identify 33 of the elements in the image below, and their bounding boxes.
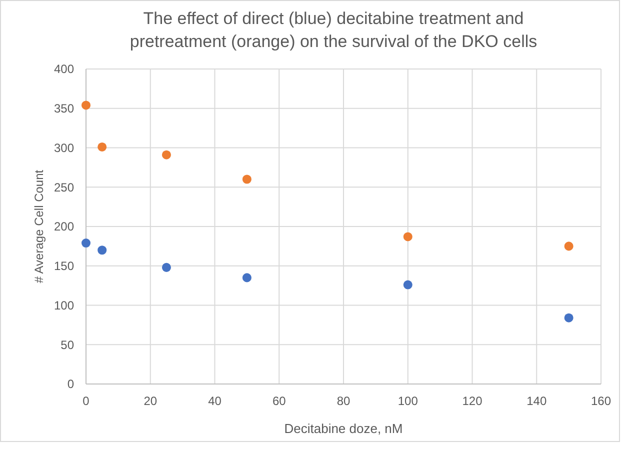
point [81, 100, 91, 110]
y-tick-label: 50 [60, 338, 74, 352]
x-tick-label: 160 [590, 394, 612, 408]
point [564, 242, 574, 251]
point [242, 174, 252, 184]
y-tick-label: 350 [54, 102, 74, 116]
point [403, 232, 412, 242]
point [162, 262, 171, 272]
x-tick-label: 0 [82, 394, 90, 408]
point [403, 280, 412, 290]
x-tick-label: 60 [272, 394, 286, 408]
chart-title: The effect of direct (blue) decitabine treatment and pretreatment (orange) on the survival of the DKO cells [130, 9, 538, 51]
y-tick-label: 200 [54, 220, 74, 234]
point [98, 246, 107, 255]
y-tick-label: 400 [54, 62, 74, 76]
y-axis-title: # Average Cell Count [32, 169, 46, 284]
x-tick-label: 100 [398, 394, 418, 408]
x-tick-label: 40 [208, 394, 222, 408]
x-tick-label: 20 [144, 394, 158, 408]
y-tick-label: 150 [54, 259, 74, 274]
x-tick-label: 120 [462, 394, 483, 408]
x-axis-title: Decitabine doze, nM [284, 421, 403, 436]
point [81, 238, 91, 248]
point [98, 142, 107, 152]
y-tick-label: 0 [67, 377, 74, 392]
x-tick-label: 80 [336, 394, 350, 408]
point [162, 150, 171, 160]
y-tick-label: 250 [54, 180, 74, 194]
y-tick-label: 300 [54, 140, 74, 155]
y-tick-label: 100 [54, 298, 74, 312]
point [564, 313, 574, 322]
point [242, 273, 252, 282]
x-tick-label: 140 [526, 394, 547, 408]
